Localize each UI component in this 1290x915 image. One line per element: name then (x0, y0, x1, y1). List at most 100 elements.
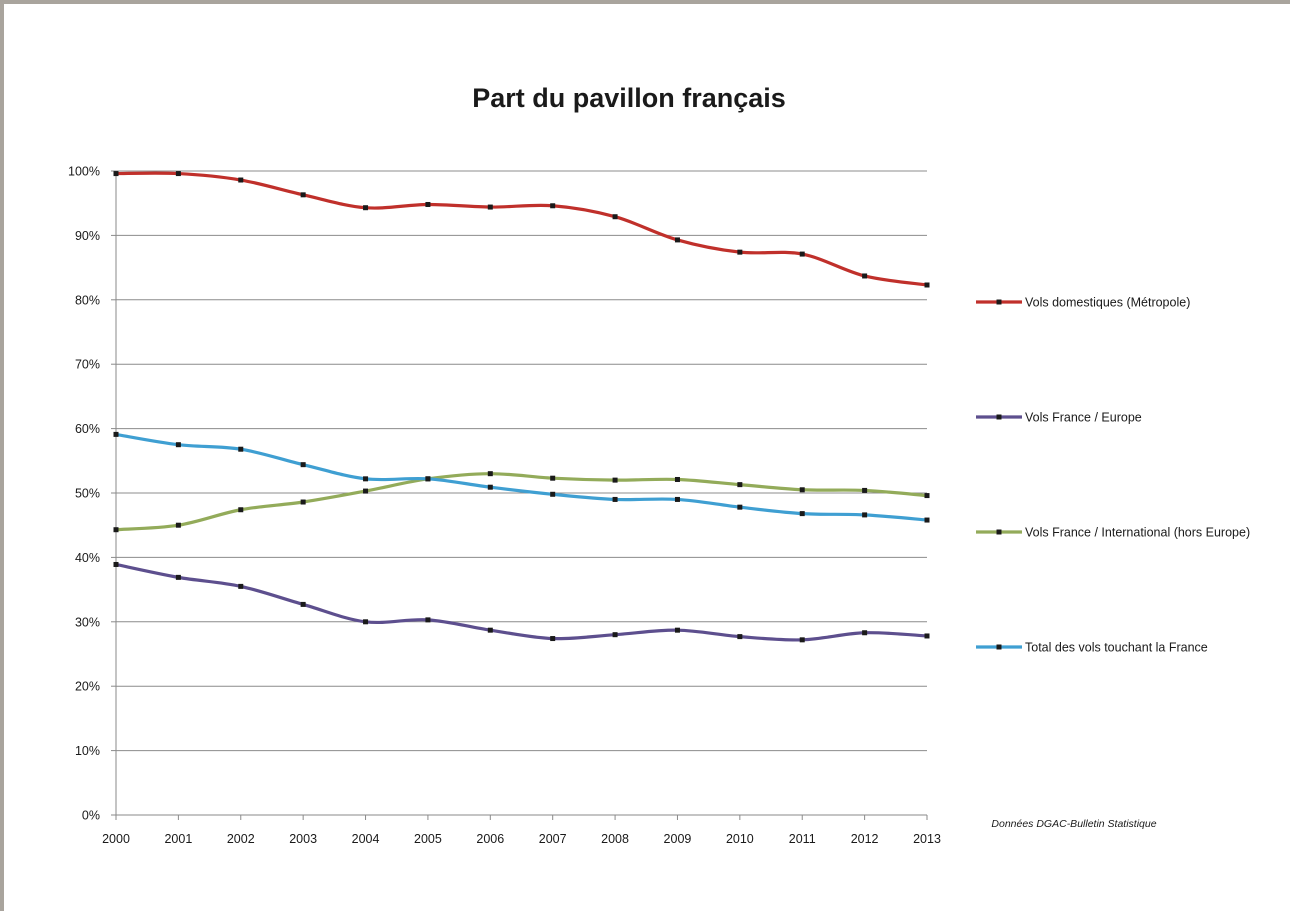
y-tick-label: 90% (75, 229, 100, 243)
data-point (175, 522, 181, 528)
legend-marker (996, 299, 1002, 305)
y-tick-label: 10% (75, 744, 100, 758)
x-tick-label: 2009 (664, 832, 692, 846)
legend-label: Vols France / Europe (1025, 411, 1142, 425)
y-tick-label: 80% (75, 293, 100, 307)
gridlines (116, 170, 927, 752)
x-tick-label: 2004 (352, 832, 380, 846)
series-lines (114, 171, 929, 642)
data-point (425, 617, 431, 623)
series-line-vols-france-international-hors-europe (114, 472, 929, 532)
legend-label: Vols France / International (hors Europe… (1025, 526, 1250, 540)
y-tick-label: 30% (75, 615, 100, 629)
data-point (862, 273, 868, 279)
series-line-vols-france-europe (114, 562, 929, 642)
data-point (924, 517, 930, 523)
data-point (175, 171, 181, 177)
x-tick-label: 2012 (851, 832, 879, 846)
legend-marker (996, 414, 1002, 420)
data-point (674, 627, 680, 633)
legend-label: Total des vols touchant la France (1025, 641, 1208, 655)
data-point (674, 496, 680, 502)
data-point (924, 493, 930, 499)
y-tick-label: 20% (75, 680, 100, 694)
data-point (425, 201, 431, 207)
data-point (238, 177, 244, 183)
x-tick-label: 2005 (414, 832, 442, 846)
legend-marker (996, 529, 1002, 535)
x-tick-label: 2007 (539, 832, 567, 846)
legend-label: Vols domestiques (Métropole) (1025, 296, 1190, 310)
legend-item-vols-france-international-hors-europe: Vols France / International (hors Europe… (976, 526, 1250, 540)
x-axis-ticks: 2000 2001 2002 2003 2004 2005 2006 2007 2008 2009… (102, 815, 941, 846)
data-point (300, 601, 306, 607)
data-point (363, 488, 369, 494)
data-point (612, 214, 618, 220)
data-point (550, 491, 556, 497)
chart-title: Part du pavillon français (472, 83, 786, 113)
x-tick-label: 2013 (913, 832, 941, 846)
data-point (300, 462, 306, 468)
y-tick-label: 100% (68, 165, 100, 179)
data-point (612, 477, 618, 483)
data-point (238, 583, 244, 589)
data-point (113, 431, 119, 437)
data-point (862, 512, 868, 518)
data-point (363, 205, 369, 211)
data-point (799, 251, 805, 257)
legend-item-vols-domestiques-metropole: Vols domestiques (Métropole) (976, 296, 1190, 310)
data-point (487, 627, 493, 633)
data-point (550, 475, 556, 481)
y-tick-label: 70% (75, 358, 100, 372)
data-point (238, 507, 244, 513)
legend-item-total-des-vols-touchant-la-france: Total des vols touchant la France (976, 641, 1208, 655)
y-tick-label: 60% (75, 422, 100, 436)
data-point (300, 192, 306, 198)
data-point (674, 476, 680, 482)
data-point (175, 442, 181, 448)
data-point (924, 633, 930, 639)
y-tick-label: 50% (75, 487, 100, 501)
data-point (674, 237, 680, 243)
x-tick-label: 2008 (601, 832, 629, 846)
data-point (737, 249, 743, 255)
x-tick-label: 2000 (102, 832, 130, 846)
data-point (487, 484, 493, 490)
data-point (363, 619, 369, 625)
y-tick-label: 40% (75, 551, 100, 565)
data-point (113, 561, 119, 567)
series-line-total-des-vols-touchant-la-france (114, 432, 929, 522)
data-point (425, 476, 431, 482)
series-line-vols-domestiques-metropole (114, 171, 929, 287)
x-tick-label: 2010 (726, 832, 754, 846)
x-tick-label: 2006 (476, 832, 504, 846)
data-point (300, 499, 306, 505)
data-point (487, 204, 493, 210)
data-point (612, 496, 618, 502)
data-point (487, 471, 493, 477)
source-annotation: Données DGAC-Bulletin Statistique (991, 818, 1156, 830)
data-point (862, 630, 868, 636)
data-point (737, 482, 743, 488)
data-point (113, 527, 119, 533)
data-point (737, 504, 743, 510)
data-point (175, 574, 181, 580)
data-point (363, 476, 369, 482)
data-point (238, 446, 244, 452)
data-point (799, 487, 805, 493)
x-tick-label: 2002 (227, 832, 255, 846)
y-tick-label: 0% (82, 809, 100, 823)
data-point (550, 636, 556, 642)
data-point (862, 487, 868, 493)
data-point (737, 634, 743, 640)
legend: Vols domestiques (Métropole) Vols France … (976, 296, 1250, 655)
legend-item-vols-france-europe: Vols France / Europe (976, 411, 1142, 425)
legend-marker (996, 644, 1002, 650)
series-markers (113, 171, 930, 643)
data-point (113, 171, 119, 177)
data-point (799, 511, 805, 517)
data-point (924, 282, 930, 288)
data-point (799, 637, 805, 643)
y-axis-ticks: 0% 10% 20% 30% 40% 50% 60% 70% 80% 90% 100% (68, 165, 116, 823)
